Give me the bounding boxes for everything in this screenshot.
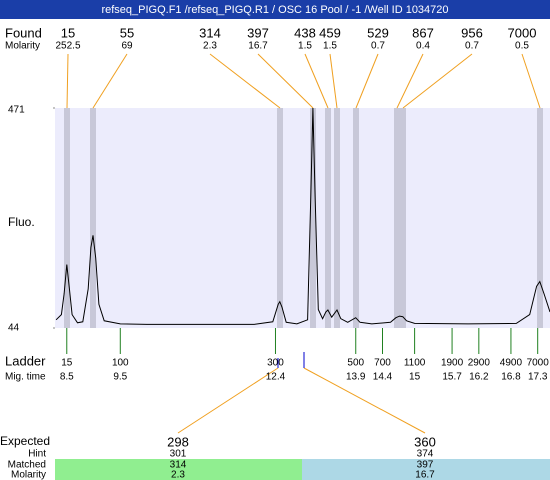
found-molarity: 0.7 [371, 41, 385, 52]
found-size: 529 [367, 25, 389, 40]
matched: 397 [417, 460, 434, 471]
mig-time: 8.5 [60, 372, 74, 383]
found-label: Found [5, 25, 42, 40]
peak-band [334, 108, 340, 328]
found-size: 956 [461, 25, 483, 40]
found-connector [304, 53, 329, 109]
found-molarity: 1.5 [323, 41, 337, 52]
peak-band [325, 108, 331, 328]
ladder-size: 300 [267, 358, 284, 369]
mig-time: 15 [409, 372, 421, 383]
ladder-size: 500 [347, 358, 364, 369]
found-molarity: 0.4 [416, 41, 430, 52]
peak-band [394, 108, 400, 328]
peak-band [353, 108, 359, 328]
found-connector [329, 53, 338, 109]
found-connector [521, 53, 541, 109]
found-size: 55 [120, 25, 134, 40]
plot-area [55, 108, 550, 328]
mig-time: 15.7 [442, 372, 462, 383]
mig-time: 16.8 [501, 372, 521, 383]
expected-molarity: 16.7 [415, 470, 435, 480]
found-molarity: 16.7 [248, 41, 268, 52]
mig-time: 16.2 [469, 372, 489, 383]
mig-time-label: Mig. time [5, 372, 46, 383]
mig-time: 13.9 [346, 372, 366, 383]
found-size: 15 [61, 25, 75, 40]
y-tick-label: 44 [8, 323, 20, 334]
ladder-size: 100 [112, 358, 129, 369]
title: refseq_PIGQ.F1 /refseq_PIGQ.R1 / OSC 16 … [101, 4, 448, 16]
y-axis-label: Fluo. [8, 215, 35, 229]
peak-band [400, 108, 406, 328]
found-connector [209, 53, 281, 109]
connector [303, 367, 426, 434]
peak-band [277, 108, 283, 328]
ladder-size: 7000 [527, 358, 550, 369]
found-molarity: 252.5 [55, 41, 80, 52]
ladder-size: 1900 [441, 358, 464, 369]
found-size: 7000 [508, 25, 537, 40]
found-size: 314 [199, 25, 221, 40]
ladder-size: 2900 [468, 358, 491, 369]
expected-size: 360 [414, 434, 436, 449]
ladder-size: 4900 [500, 358, 523, 369]
found-molarity: 0.7 [465, 41, 479, 52]
found-connector [396, 53, 424, 109]
found-molarity: 0.5 [515, 41, 529, 52]
matched-label: Matched [8, 460, 46, 471]
found-molarity: 2.3 [203, 41, 217, 52]
peak-band [90, 108, 96, 328]
ladder-label: Ladder [5, 353, 46, 368]
expected-size: 298 [167, 434, 189, 449]
expected-molarity: 2.3 [171, 470, 185, 480]
found-connector [402, 53, 473, 109]
found-connector [92, 53, 128, 109]
header-bar [0, 0, 550, 19]
found-size: 438 [294, 25, 316, 40]
mig-time: 17.3 [528, 372, 548, 383]
found-molarity: 1.5 [298, 41, 312, 52]
peak-band [537, 108, 543, 328]
hint: 301 [170, 449, 187, 460]
hint-label: Hint [28, 449, 46, 460]
matched-bar [55, 459, 302, 480]
found-size: 867 [412, 25, 434, 40]
matched: 314 [170, 460, 187, 471]
y-tick-label: 471 [8, 105, 25, 116]
mig-time: 9.5 [113, 372, 127, 383]
mig-time: 12.4 [266, 372, 286, 383]
molarity-label: Molarity [11, 470, 46, 480]
trace [55, 107, 550, 325]
found-size: 459 [319, 25, 341, 40]
ladder-size: 1100 [404, 358, 426, 369]
found-molarity: 69 [121, 41, 133, 52]
matched-bar [302, 459, 550, 480]
found-size: 397 [247, 25, 269, 40]
found-connector [355, 53, 379, 109]
molarity-label: Molarity [5, 41, 40, 52]
ladder-size: 15 [61, 358, 73, 369]
found-connector [66, 53, 69, 109]
found-connector [257, 53, 314, 109]
peak-band [64, 108, 70, 328]
ladder-size: 700 [374, 358, 391, 369]
peak-band [310, 108, 316, 328]
connector [177, 367, 279, 434]
expected-label: Expected [0, 434, 50, 448]
hint: 374 [417, 449, 434, 460]
mig-time: 14.4 [373, 372, 393, 383]
